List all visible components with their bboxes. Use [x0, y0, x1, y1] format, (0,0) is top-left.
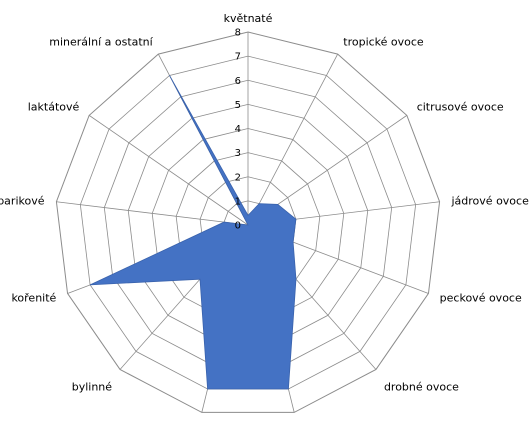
category-label-2: citrusové ovoce: [417, 101, 504, 114]
tick-label-4: 4: [235, 124, 241, 135]
category-label-0: květnaté: [224, 12, 273, 25]
tick-label-6: 6: [235, 76, 241, 87]
category-label-10: barikové: [0, 194, 45, 207]
category-label-11: laktátové: [28, 101, 80, 114]
category-labels: květnaté tropické ovoce citrusové ovoce jád…: [0, 12, 529, 393]
category-label-8: bylinné: [72, 380, 113, 393]
category-label-4: peckové ovoce: [440, 292, 522, 305]
axis-spoke-10: [56, 201, 249, 226]
tick-label-2: 2: [235, 172, 241, 183]
tick-label-5: 5: [235, 100, 241, 111]
category-label-12: minerální a ostatní: [49, 35, 153, 48]
series-area-0: [89, 75, 297, 390]
axis-spoke-11: [88, 115, 249, 226]
radial-tick-labels: 0 1 2 3 4 5 6 7 8: [235, 28, 241, 232]
category-label-3: jádrové ovoce: [451, 194, 529, 207]
tick-label-8: 8: [235, 28, 241, 39]
grid-ring-8: [55, 31, 441, 413]
category-label-9: kořenité: [11, 292, 56, 305]
category-label-5: drobné ovoce: [384, 380, 459, 393]
tick-label-0: 0: [235, 221, 241, 232]
series-layer: [89, 75, 297, 390]
axis-spoke-1: [247, 53, 339, 226]
tick-label-7: 7: [235, 52, 241, 63]
tick-label-1: 1: [235, 196, 241, 207]
category-label-1: tropické ovoce: [343, 35, 424, 48]
tick-label-3: 3: [235, 148, 241, 159]
